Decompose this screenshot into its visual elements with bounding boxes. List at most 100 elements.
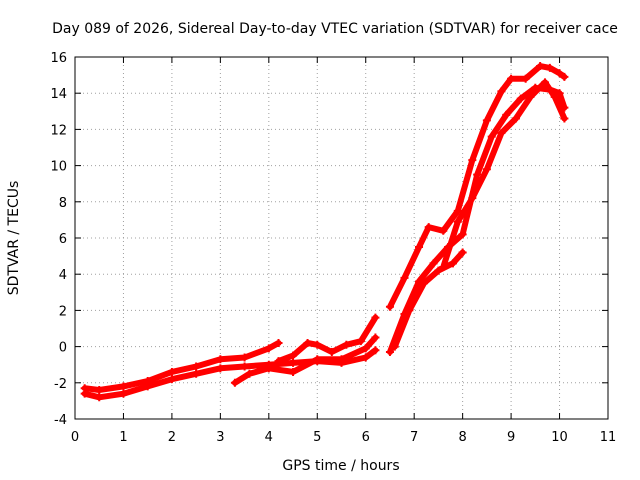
data-point bbox=[385, 302, 394, 311]
data-point bbox=[95, 386, 104, 395]
data-point bbox=[487, 132, 496, 141]
data-point bbox=[545, 63, 554, 72]
data-point bbox=[289, 351, 298, 360]
data-point bbox=[356, 337, 365, 346]
data-point bbox=[274, 357, 283, 366]
data-point bbox=[371, 333, 380, 342]
data-point bbox=[555, 69, 564, 78]
y-tick-label: 8 bbox=[59, 196, 67, 211]
data-point bbox=[434, 266, 443, 275]
data-point bbox=[192, 362, 201, 371]
y-tick-label: 16 bbox=[50, 51, 67, 66]
data-point bbox=[327, 348, 336, 357]
data-point bbox=[390, 342, 399, 351]
series-track-6 bbox=[387, 84, 568, 355]
x-tick-label: 10 bbox=[551, 430, 568, 445]
series-track-7 bbox=[391, 249, 466, 350]
x-tick-label: 8 bbox=[458, 430, 466, 445]
data-point bbox=[555, 89, 564, 98]
data-point bbox=[458, 230, 467, 239]
data-point bbox=[560, 72, 569, 81]
data-point bbox=[482, 116, 491, 125]
data-point bbox=[458, 248, 467, 257]
y-tick-label: 2 bbox=[59, 304, 67, 319]
data-point bbox=[536, 62, 545, 71]
data-point bbox=[95, 393, 104, 402]
y-axis-label: SDTVAR / TECUs bbox=[6, 181, 22, 296]
data-point bbox=[119, 389, 128, 398]
y-tick-label: 14 bbox=[50, 87, 67, 102]
x-tick-label: 5 bbox=[313, 430, 321, 445]
y-tick-label: 0 bbox=[59, 341, 67, 356]
data-point bbox=[143, 382, 152, 391]
data-point bbox=[439, 226, 448, 235]
data-point bbox=[550, 92, 559, 101]
data-point bbox=[240, 353, 249, 362]
data-point bbox=[419, 279, 428, 288]
data-point bbox=[405, 306, 414, 315]
data-point bbox=[385, 348, 394, 357]
series-track-2 bbox=[81, 347, 379, 401]
data-point bbox=[541, 78, 550, 87]
x-tick-label: 0 bbox=[71, 430, 79, 445]
x-tick-label: 3 bbox=[216, 430, 224, 445]
x-tick-label: 2 bbox=[168, 430, 176, 445]
data-point bbox=[497, 129, 506, 138]
y-tick-label: 10 bbox=[50, 160, 67, 175]
data-point bbox=[289, 358, 298, 367]
data-point bbox=[303, 338, 312, 347]
data-point bbox=[560, 114, 569, 123]
data-point bbox=[216, 355, 225, 364]
data-point bbox=[119, 382, 128, 391]
data-point bbox=[80, 389, 89, 398]
data-point bbox=[521, 74, 530, 83]
data-point bbox=[337, 355, 346, 364]
data-point bbox=[439, 262, 448, 271]
data-point bbox=[400, 273, 409, 282]
data-point bbox=[361, 353, 370, 362]
y-tick-label: -4 bbox=[54, 413, 67, 428]
data-point bbox=[230, 378, 239, 387]
data-point bbox=[361, 344, 370, 353]
x-tick-label: 4 bbox=[265, 430, 273, 445]
data-point bbox=[264, 344, 273, 353]
x-tick-label: 11 bbox=[600, 430, 617, 445]
data-point bbox=[502, 110, 511, 119]
data-point bbox=[511, 114, 520, 123]
data-point bbox=[313, 355, 322, 364]
data-point bbox=[264, 364, 273, 373]
y-tick-label: 6 bbox=[59, 232, 67, 247]
data-point bbox=[289, 367, 298, 376]
data-point bbox=[274, 338, 283, 347]
x-tick-label: 1 bbox=[119, 430, 127, 445]
x-axis-label: GPS time / hours bbox=[282, 458, 399, 474]
data-point bbox=[245, 369, 254, 378]
data-point bbox=[453, 206, 462, 215]
y-tick-label: 4 bbox=[59, 268, 67, 283]
data-point bbox=[167, 367, 176, 376]
data-point bbox=[473, 170, 482, 179]
data-point bbox=[424, 223, 433, 232]
chart-title: Day 089 of 2026, Sidereal Day-to-day VTE… bbox=[52, 21, 618, 37]
series-track-8 bbox=[440, 79, 568, 270]
x-tick-label: 9 bbox=[507, 430, 515, 445]
data-point bbox=[429, 259, 438, 268]
data-point bbox=[313, 340, 322, 349]
data-point bbox=[342, 340, 351, 349]
data-point bbox=[371, 313, 380, 322]
data-point bbox=[516, 94, 525, 103]
data-point bbox=[497, 87, 506, 96]
data-point bbox=[453, 217, 462, 226]
data-point bbox=[526, 92, 535, 101]
data-point bbox=[468, 156, 477, 165]
series-track-1 bbox=[81, 340, 282, 393]
y-tick-label: -2 bbox=[54, 377, 67, 392]
data-point bbox=[482, 165, 491, 174]
data-point bbox=[371, 346, 380, 355]
data-point bbox=[167, 375, 176, 384]
data-point bbox=[448, 259, 457, 268]
data-point bbox=[192, 369, 201, 378]
data-point bbox=[415, 243, 424, 252]
